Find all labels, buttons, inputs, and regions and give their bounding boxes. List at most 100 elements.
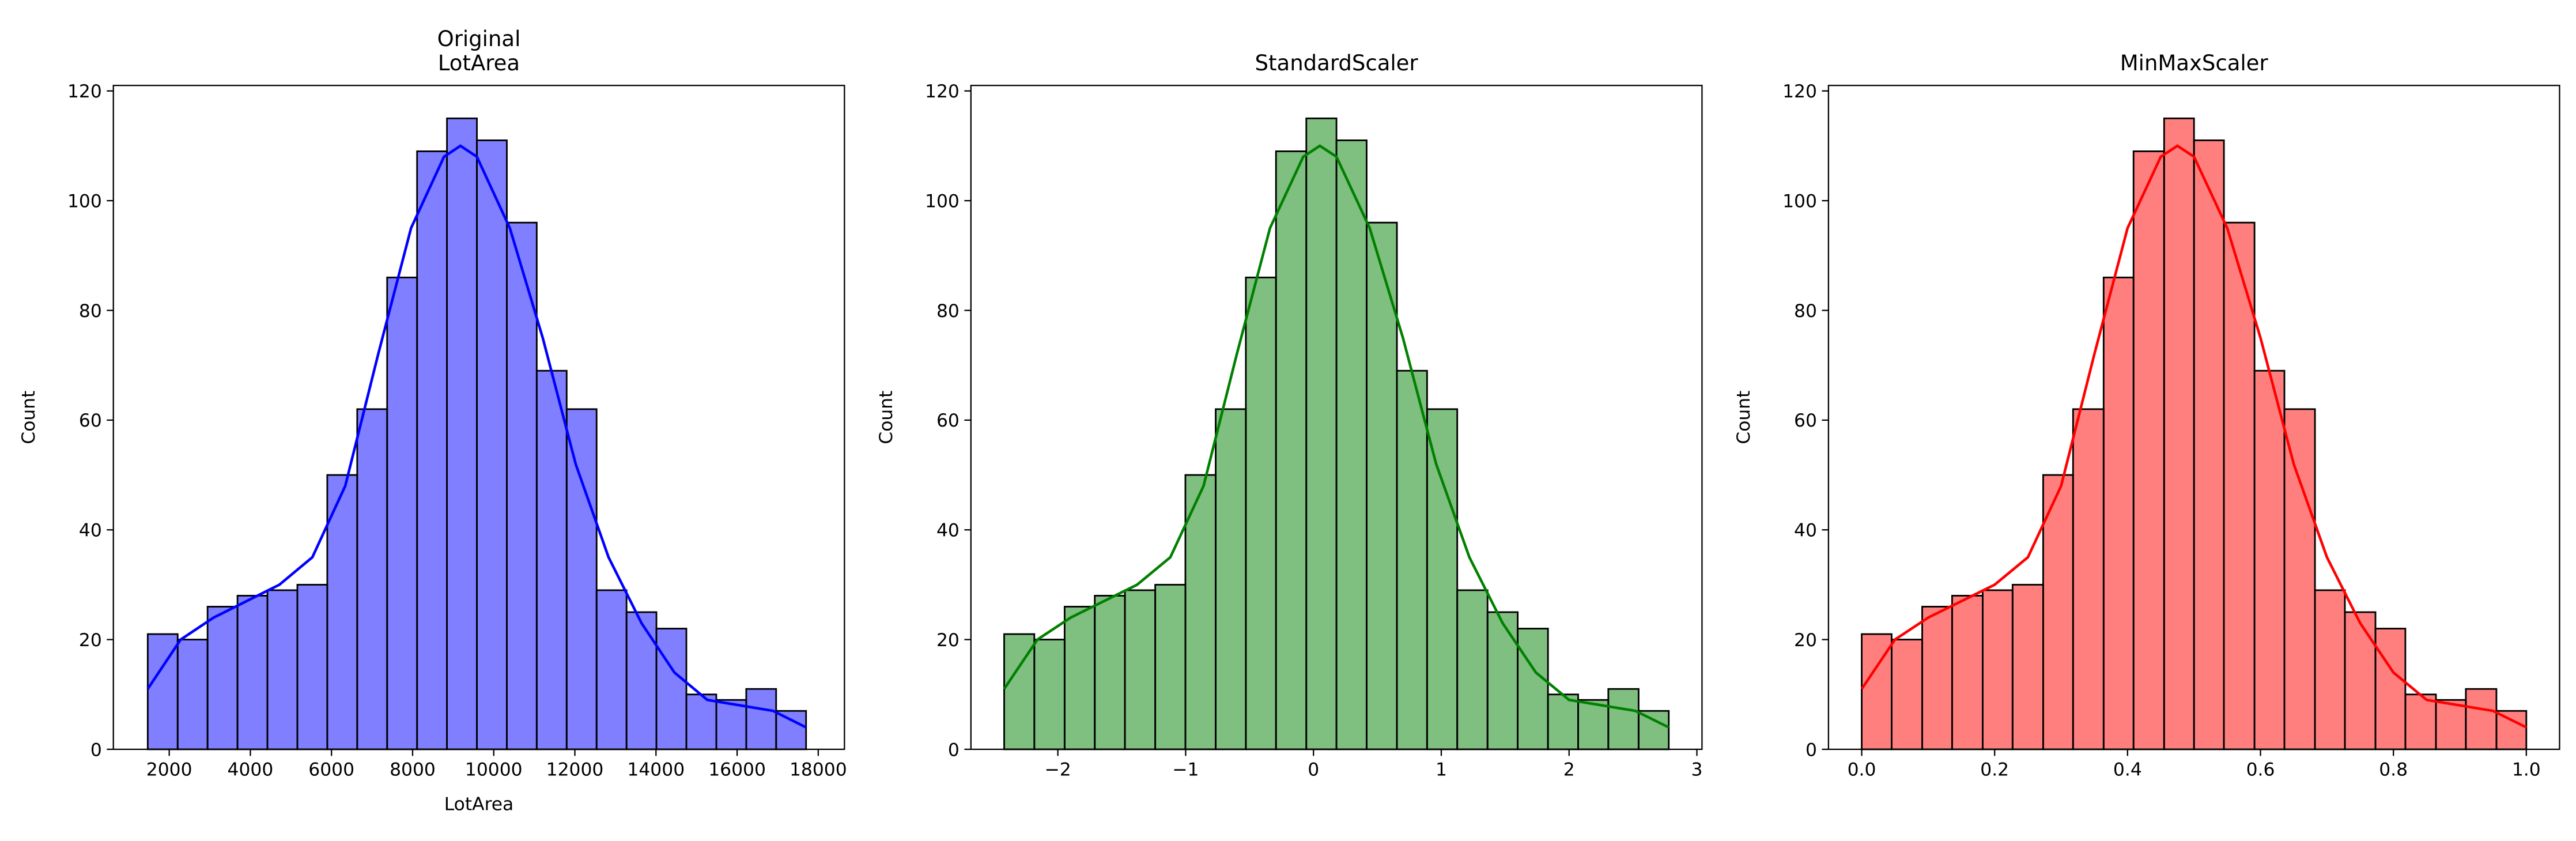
bar: [1396, 369, 1428, 751]
bar: [1215, 408, 1247, 751]
axes-frame: [112, 85, 845, 751]
y-tick-label: 100: [925, 191, 960, 212]
y-tick-label: 120: [67, 81, 102, 102]
bar: [2404, 693, 2437, 751]
bar: [2283, 408, 2316, 751]
axes-frame: [1827, 85, 2560, 751]
x-tick-label: 0.8: [2379, 760, 2408, 780]
axes-frame: [970, 85, 1703, 751]
x-tick-label: 3: [1691, 760, 1703, 780]
bar: [2193, 139, 2225, 751]
x-tick-label: 6000: [308, 760, 354, 780]
bar: [2253, 369, 2286, 751]
bar: [1577, 699, 1610, 751]
x-tick-label: 0.0: [1848, 760, 1876, 780]
bar: [1456, 589, 1489, 751]
y-tick-label: 40: [936, 521, 960, 541]
y-tick-label: 60: [79, 410, 102, 431]
bar: [745, 688, 777, 751]
bar: [1184, 474, 1217, 751]
x-tick-label: 2000: [146, 760, 192, 780]
bar: [206, 606, 239, 751]
bar: [236, 594, 269, 751]
bar: [2132, 150, 2165, 751]
y-axis-label: Count: [18, 391, 39, 444]
x-tick-label: 16000: [708, 760, 766, 780]
bar: [1245, 276, 1277, 751]
bar: [625, 611, 658, 751]
x-tick-label: 18000: [790, 760, 847, 780]
bar: [296, 583, 328, 751]
y-tick-label: 120: [925, 81, 960, 102]
y-tick-label: 20: [79, 630, 102, 651]
x-tick-label: −1: [1172, 760, 1199, 780]
x-axis-label: LotArea: [444, 794, 514, 814]
bar: [1637, 710, 1670, 751]
bar: [1547, 693, 1579, 751]
x-tick-label: 12000: [546, 760, 604, 780]
x-tick-label: 2: [1563, 760, 1575, 780]
y-tick-label: 80: [79, 301, 102, 322]
bar: [1607, 688, 1640, 751]
y-tick-label: 100: [1782, 191, 1817, 212]
bar: [2495, 710, 2528, 751]
bar: [1891, 639, 1923, 751]
bar: [2374, 628, 2407, 751]
x-tick-label: 8000: [390, 760, 436, 780]
bar: [1275, 150, 1308, 751]
bar: [1982, 589, 2014, 751]
bar: [775, 710, 807, 751]
bar: [1486, 611, 1519, 751]
bar: [2072, 408, 2105, 751]
bar: [476, 139, 508, 751]
bar: [446, 117, 478, 751]
bar: [326, 474, 358, 751]
y-axis-label: Count: [1733, 391, 1754, 444]
bar: [1305, 117, 1338, 751]
bar: [2314, 589, 2346, 751]
bar: [2102, 276, 2135, 751]
x-tick-label: 0.2: [1980, 760, 2009, 780]
x-tick-label: 0.6: [2246, 760, 2275, 780]
kde-line: [146, 144, 807, 729]
bar: [685, 693, 717, 751]
x-tick-label: 0.4: [2113, 760, 2142, 780]
bar: [1033, 639, 1066, 751]
bar: [715, 699, 747, 751]
bar: [356, 408, 388, 751]
bar: [2011, 583, 2044, 751]
bar: [1335, 139, 1368, 751]
bar: [1063, 606, 1096, 751]
bar: [1094, 594, 1126, 751]
y-tick-label: 40: [79, 521, 102, 541]
kde-line: [1003, 144, 1670, 729]
bar: [1951, 594, 1984, 751]
bar: [1154, 583, 1187, 751]
bar: [176, 639, 209, 751]
bar: [2344, 611, 2377, 751]
bar: [2465, 688, 2498, 751]
bar: [2163, 117, 2195, 751]
y-tick-label: 80: [936, 301, 960, 322]
x-tick-label: 14000: [627, 760, 685, 780]
bar: [535, 369, 568, 751]
bar: [565, 408, 598, 751]
y-tick-label: 120: [1782, 81, 1817, 102]
x-tick-label: 1.0: [2512, 760, 2541, 780]
bar: [386, 276, 418, 751]
bar: [416, 150, 448, 751]
x-tick-label: 1: [1436, 760, 1447, 780]
bar: [1366, 221, 1398, 751]
y-tick-label: 0: [1806, 740, 1817, 760]
bar: [1517, 628, 1549, 751]
bar: [1426, 408, 1459, 751]
bar: [266, 589, 299, 751]
bar: [1921, 606, 1953, 751]
x-tick-label: −2: [1045, 760, 1071, 780]
y-axis-label: Count: [876, 391, 897, 444]
bar: [2435, 699, 2467, 751]
y-tick-label: 20: [936, 630, 960, 651]
y-tick-label: 100: [67, 191, 102, 212]
